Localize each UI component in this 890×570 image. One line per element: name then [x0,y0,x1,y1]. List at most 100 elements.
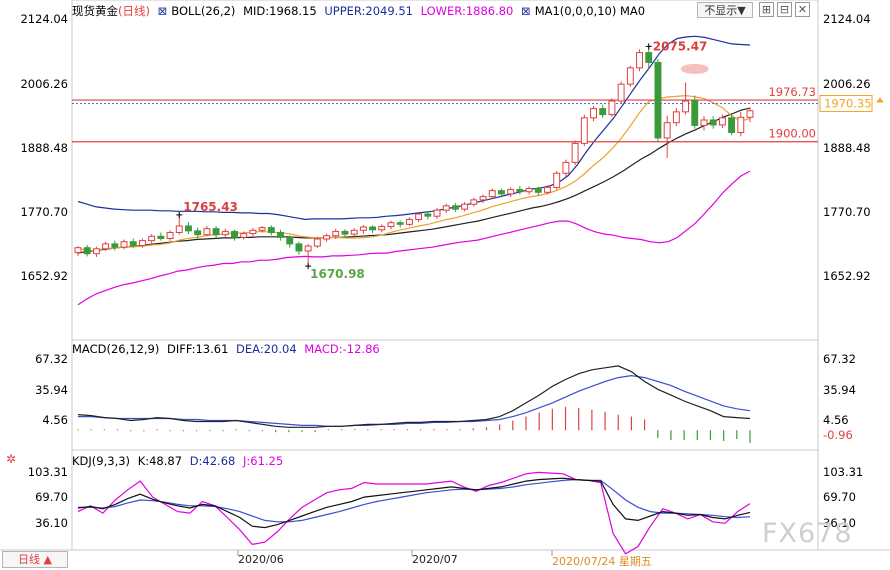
candle-body [580,117,588,144]
candle-body [718,117,726,126]
restore-window-icon[interactable]: ⊞ [759,2,774,17]
price-axis-left-label: 2124.04 [20,12,68,26]
candle-body [194,230,202,236]
period-switch-button[interactable]: 日线 ▲ [2,551,68,568]
candle-body [498,190,505,195]
candle-body [691,100,699,126]
candle-body [663,122,671,139]
macd-diff: DIFF:13.61 [167,342,229,356]
boll-upper-line [77,35,751,221]
candle-body [737,116,745,134]
macd-name: MACD(26,12,9) [72,342,160,356]
candle-body [323,235,330,240]
kdj-axis-right-label: 69.70 [823,490,856,504]
hide-dropdown-button[interactable]: 不显示▼ [697,2,753,18]
k-line [77,477,751,529]
main-header: 现货黄金(日线) ⊠ BOLL(26,2) MID:1968.15 UPPER:2… [72,3,649,19]
candle-body [286,236,294,245]
kdj-axis-right-label: 103.31 [823,465,864,479]
kdj-name: KDJ(9,3,3) [72,454,131,468]
candle-body [562,161,570,174]
price-axis-right-label: 1770.70 [823,205,871,219]
candle-body [240,233,248,238]
candle-body [405,218,413,225]
period-label: (日线) [118,4,150,18]
candle-body [516,189,524,193]
candle-body [83,247,91,255]
price-level-label: 1976.73 [768,85,816,99]
macd-panel-frame [71,339,819,451]
candle-body [654,61,662,139]
price-level-label: 1900.00 [768,127,816,141]
candle-body [212,228,220,236]
candle-body [221,230,229,236]
kdj-d: D:42.68 [189,454,236,468]
kdj-axis-left-label: 36.10 [35,516,68,530]
watermark-logo: FX678 [762,518,853,549]
candle-body [590,108,597,119]
candle-body [534,187,542,193]
candle-body [433,209,441,217]
candle-body [120,241,128,248]
d-line [78,478,751,523]
candle-body [387,222,395,228]
candle-body [129,241,137,247]
macd-axis-right-label: 4.56 [823,413,849,427]
candle-body [461,203,469,210]
candle-body [332,230,340,237]
candle-body [369,226,377,231]
macd-axis-current-label: -0.96 [823,428,853,442]
settings-icon[interactable]: ✲ [6,452,17,466]
boll-lower: LOWER:1886.80 [420,4,514,18]
kdj-header: KDJ(9,3,3) K:48.87 D:42.68 J:61.25 [72,454,287,468]
candle-body [470,199,478,205]
kdj-axis-right-label: 36.10 [823,516,856,530]
candle-body [359,226,367,231]
candle-body [544,186,551,193]
macd-value: MACD:-12.86 [304,342,380,356]
candle-body [295,243,303,252]
price-axis-left-label: 1770.70 [20,205,68,219]
swing-high-annotation: 1765.43 [183,200,238,214]
candle-body [304,245,312,252]
macd-dea: DEA:20.04 [236,342,297,356]
boll-mid: MID:1968.15 [243,4,317,18]
candle-body [424,213,432,217]
candle-body [313,238,321,247]
candle-body [746,110,754,118]
close-window-icon[interactable]: ✕ [795,2,810,17]
candle-body [672,111,680,124]
candle-body [92,248,100,255]
price-axis-right-label: 1652.92 [823,269,871,283]
kdj-axis-left-label: 103.31 [27,465,68,479]
candle-body [415,213,423,220]
ma-label: MA1(0,0,0,10) MA0 [534,4,646,18]
minimize-window-icon[interactable]: ⊟ [777,2,792,17]
candle-body [599,108,607,116]
date-label: 2020/06 [238,553,284,566]
candle-body [277,231,284,238]
boll-label: BOLL(26,2) [171,4,236,18]
candle-body [507,189,515,195]
candle-body [267,227,275,233]
date-label-current: 2020/07/24 星期五 [552,555,652,568]
instrument-name: 现货黄金 [72,4,118,18]
current-price-box [819,95,873,113]
kdj-j: J:61.25 [243,454,284,468]
candle-body [700,119,708,126]
candle-body [175,225,183,233]
candle-body [258,227,266,231]
low-annotation-marker [305,263,312,270]
boll-lower-line [77,170,751,306]
candle-body [645,52,653,63]
candle-body [636,52,643,69]
current-price-label: 1970.35 [824,97,872,111]
price-axis-left-label: 1888.48 [20,141,68,155]
high-annotation-marker [645,43,652,50]
candle-body [709,119,717,126]
boll-upper: UPPER:2049.51 [324,4,413,18]
candle-body [111,243,119,248]
candle-body [571,142,579,163]
candle-body [102,243,110,250]
